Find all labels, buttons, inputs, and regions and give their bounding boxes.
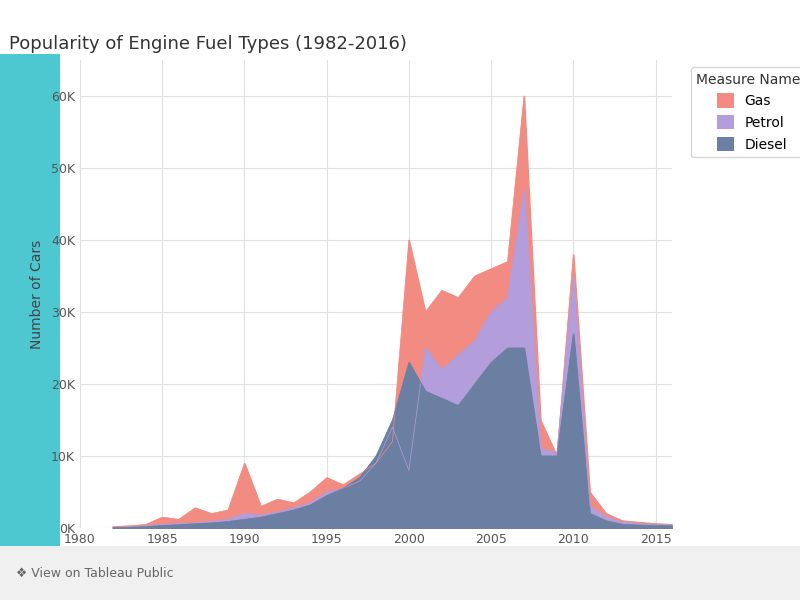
Text: Popularity of Engine Fuel Types (1982-2016): Popularity of Engine Fuel Types (1982-20… xyxy=(9,35,407,53)
X-axis label: Year: Year xyxy=(360,551,392,566)
Text: ❖ View on Tableau Public: ❖ View on Tableau Public xyxy=(16,566,174,580)
Y-axis label: Number of Cars: Number of Cars xyxy=(30,239,44,349)
Legend: Gas, Petrol, Diesel: Gas, Petrol, Diesel xyxy=(690,67,800,157)
